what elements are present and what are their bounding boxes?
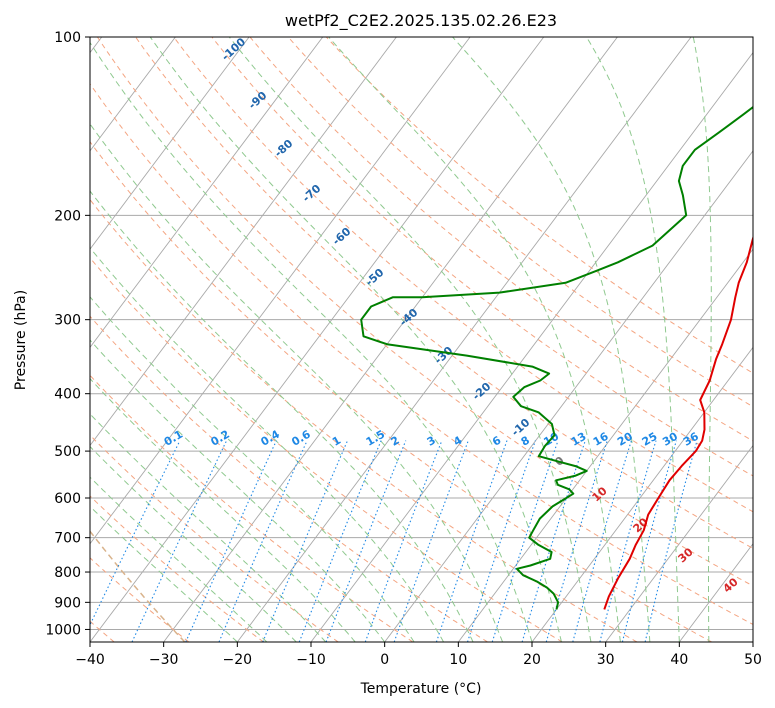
x-tick-label: 10 xyxy=(449,652,467,668)
dry-adiabat xyxy=(90,256,563,642)
moist-adiabat xyxy=(90,413,327,642)
y-tick-label: 100 xyxy=(54,30,81,46)
x-tick-label: 20 xyxy=(523,652,541,668)
x-tick-label: −30 xyxy=(149,652,179,668)
dry-adiabats xyxy=(90,37,753,642)
moist-adiabat xyxy=(90,41,533,642)
isotherm-line xyxy=(531,346,753,642)
y-tick-label: 300 xyxy=(54,313,81,329)
x-axis-label: Temperature (°C) xyxy=(360,681,482,697)
moist-adiabat xyxy=(149,37,562,642)
isotherm-grid xyxy=(90,37,753,642)
moist-adiabat xyxy=(90,377,356,642)
y-tick-label: 400 xyxy=(54,387,81,403)
isotherm-line xyxy=(90,37,471,545)
dry-adiabat xyxy=(90,140,712,642)
x-axis-ticks: −40 −30 −20 −10 0 10 20 30 40 50 xyxy=(75,642,762,668)
dry-adiabat xyxy=(90,557,190,642)
y-tick-label: 200 xyxy=(54,208,81,224)
x-tick-label: −20 xyxy=(223,652,253,668)
moist-adiabat xyxy=(90,339,386,642)
plot-frame xyxy=(89,36,754,643)
dry-adiabat xyxy=(173,37,753,513)
isotherm-line xyxy=(236,37,692,642)
isobar-grid xyxy=(90,37,753,630)
moist-adiabat xyxy=(90,476,268,642)
moist-adiabat xyxy=(90,445,297,642)
y-tick-label: 500 xyxy=(54,444,81,460)
x-tick-label: −40 xyxy=(75,652,105,668)
moist-adiabat xyxy=(90,190,474,642)
x-tick-label: 40 xyxy=(670,652,688,668)
mixing-ratio-line xyxy=(185,440,277,642)
moist-adiabat xyxy=(692,37,712,642)
mixing-ratio-line xyxy=(621,440,677,642)
dewpoint-profile-line xyxy=(360,105,753,610)
moist-adiabats xyxy=(90,37,712,642)
dry-adiabat xyxy=(90,198,638,642)
moist-adiabat xyxy=(451,37,651,642)
isotherm-line xyxy=(384,150,753,642)
mixing-ratio-line xyxy=(545,440,608,642)
y-tick-label: 1000 xyxy=(45,622,81,638)
isotherm-line xyxy=(90,37,324,349)
isotherm-line xyxy=(310,51,753,642)
moist-adiabat xyxy=(327,37,621,642)
y-tick-label: 800 xyxy=(54,565,81,581)
moist-adiabat xyxy=(90,505,238,642)
isotherm-line xyxy=(163,37,618,642)
moist-adiabat xyxy=(90,123,503,642)
isotherm-line xyxy=(605,444,753,642)
y-tick-label: 700 xyxy=(54,531,81,547)
temperature-profile-line xyxy=(603,235,753,610)
x-tick-label: 0 xyxy=(380,652,389,668)
mixing-ratio-line xyxy=(262,440,349,642)
dry-adiabat xyxy=(135,37,753,550)
plot-area: 0.1 0.2 0.4 0.6 1 1.5 2 3 4 6 8 10 13 16 20 25 30 36 -100… xyxy=(90,37,753,642)
moist-adiabat xyxy=(228,37,592,642)
mixing-ratio-line xyxy=(644,440,698,642)
y-tick-label: 900 xyxy=(54,595,81,611)
dry-adiabat xyxy=(90,374,414,642)
y-axis-label: Pressure (hPa) xyxy=(13,290,29,390)
dry-adiabat xyxy=(211,37,753,477)
isotherm-line xyxy=(90,37,397,447)
sounding-series xyxy=(360,105,753,610)
moist-adiabat xyxy=(90,296,415,642)
mixing-ratio-line xyxy=(435,440,508,642)
moist-adiabat xyxy=(585,37,680,642)
mixing-ratio-line xyxy=(218,440,308,642)
x-tick-label: −10 xyxy=(296,652,326,668)
mixing-ratio-line xyxy=(491,440,559,642)
chart-title: wetPf2_C2E2.2025.135.02.26.E23 xyxy=(285,11,557,31)
mixing-ratio-line xyxy=(572,440,632,642)
mixing-ratio-lines: 0.1 0.2 0.4 0.6 1 1.5 2 3 4 6 8 10 13 16 20 25 30 36 xyxy=(90,428,701,642)
y-axis-ticks: 100 200 300 400 500 600 700 800 900 1000 xyxy=(45,30,90,638)
mixing-ratio-line xyxy=(599,440,657,642)
x-tick-label: 30 xyxy=(597,652,615,668)
dry-adiabat xyxy=(287,37,753,408)
dry-adiabat xyxy=(90,83,753,625)
x-tick-label: 50 xyxy=(744,652,762,668)
mixing-ratio-line xyxy=(393,440,469,642)
dry-adiabat xyxy=(96,37,753,587)
isotherm-line xyxy=(90,37,250,250)
y-tick-label: 600 xyxy=(54,491,81,507)
mixing-ratio-line xyxy=(90,440,181,627)
isotherm-line xyxy=(90,37,545,642)
